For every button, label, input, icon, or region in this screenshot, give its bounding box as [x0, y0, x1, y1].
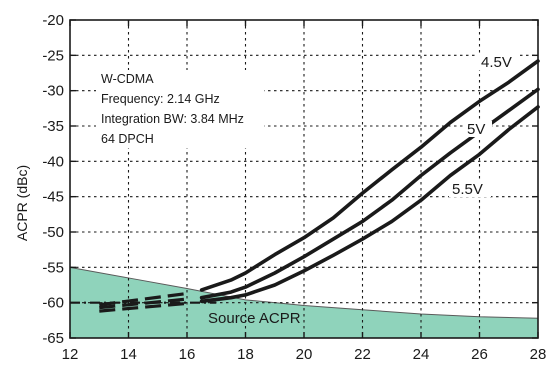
x-tick-label: 28 — [530, 346, 547, 363]
y-tick-label: -60 — [42, 295, 64, 312]
annotation-line-2: Frequency: 2.14 GHz — [101, 92, 220, 106]
y-tick-label: -55 — [42, 259, 64, 276]
y-tick-label: -25 — [42, 47, 64, 64]
source-acpr-label: Source ACPR — [208, 310, 301, 327]
label-bg-5v — [464, 121, 492, 137]
series-line-3 — [199, 105, 540, 304]
y-tick-label: -20 — [42, 12, 64, 29]
annotation-box: W-CDMA Frequency: 2.14 GHz Integration B… — [96, 70, 264, 148]
x-tick-labels: 12 14 16 18 20 22 24 26 28 — [62, 346, 547, 363]
x-tick-marks — [69, 20, 539, 338]
annotation-line-3: Integration BW: 3.84 MHz — [101, 112, 244, 126]
x-tick-label: 18 — [237, 346, 254, 363]
y-tick-label: -40 — [42, 153, 64, 170]
x-tick-label: 22 — [354, 346, 371, 363]
series-dashed-segment-3 — [99, 301, 188, 313]
annotation-line-1: W-CDMA — [101, 72, 154, 86]
y-tick-label: -50 — [42, 224, 64, 241]
y-tick-label: -45 — [42, 189, 64, 206]
x-tick-label: 12 — [62, 346, 79, 363]
series-label-5v: 5V — [467, 121, 485, 138]
x-tick-label: 20 — [296, 346, 313, 363]
label-bg-4-5v — [478, 54, 520, 70]
series-line-1 — [199, 59, 540, 292]
y-tick-label: -35 — [42, 118, 64, 135]
series-label-4-5v: 4.5V — [481, 54, 512, 71]
y-tick-label: -65 — [42, 330, 64, 347]
annotation-background — [96, 70, 264, 148]
series-dashed-segment-2 — [99, 297, 188, 310]
x-tick-label: 16 — [179, 346, 196, 363]
x-tick-label: 24 — [413, 346, 430, 363]
annotation-line-4: 64 DPCH — [101, 132, 154, 146]
y-tick-labels: -20 -25 -30 -35 -40 -45 -50 -55 -60 -65 — [42, 12, 64, 347]
series-label-5-5v: 5.5V — [452, 181, 483, 198]
y-tick-label: -30 — [42, 83, 64, 100]
x-tick-label: 26 — [471, 346, 488, 363]
label-bg-5-5v — [449, 181, 491, 197]
y-axis-label: ACPR (dBc) — [14, 165, 30, 241]
x-tick-label: 14 — [120, 346, 137, 363]
